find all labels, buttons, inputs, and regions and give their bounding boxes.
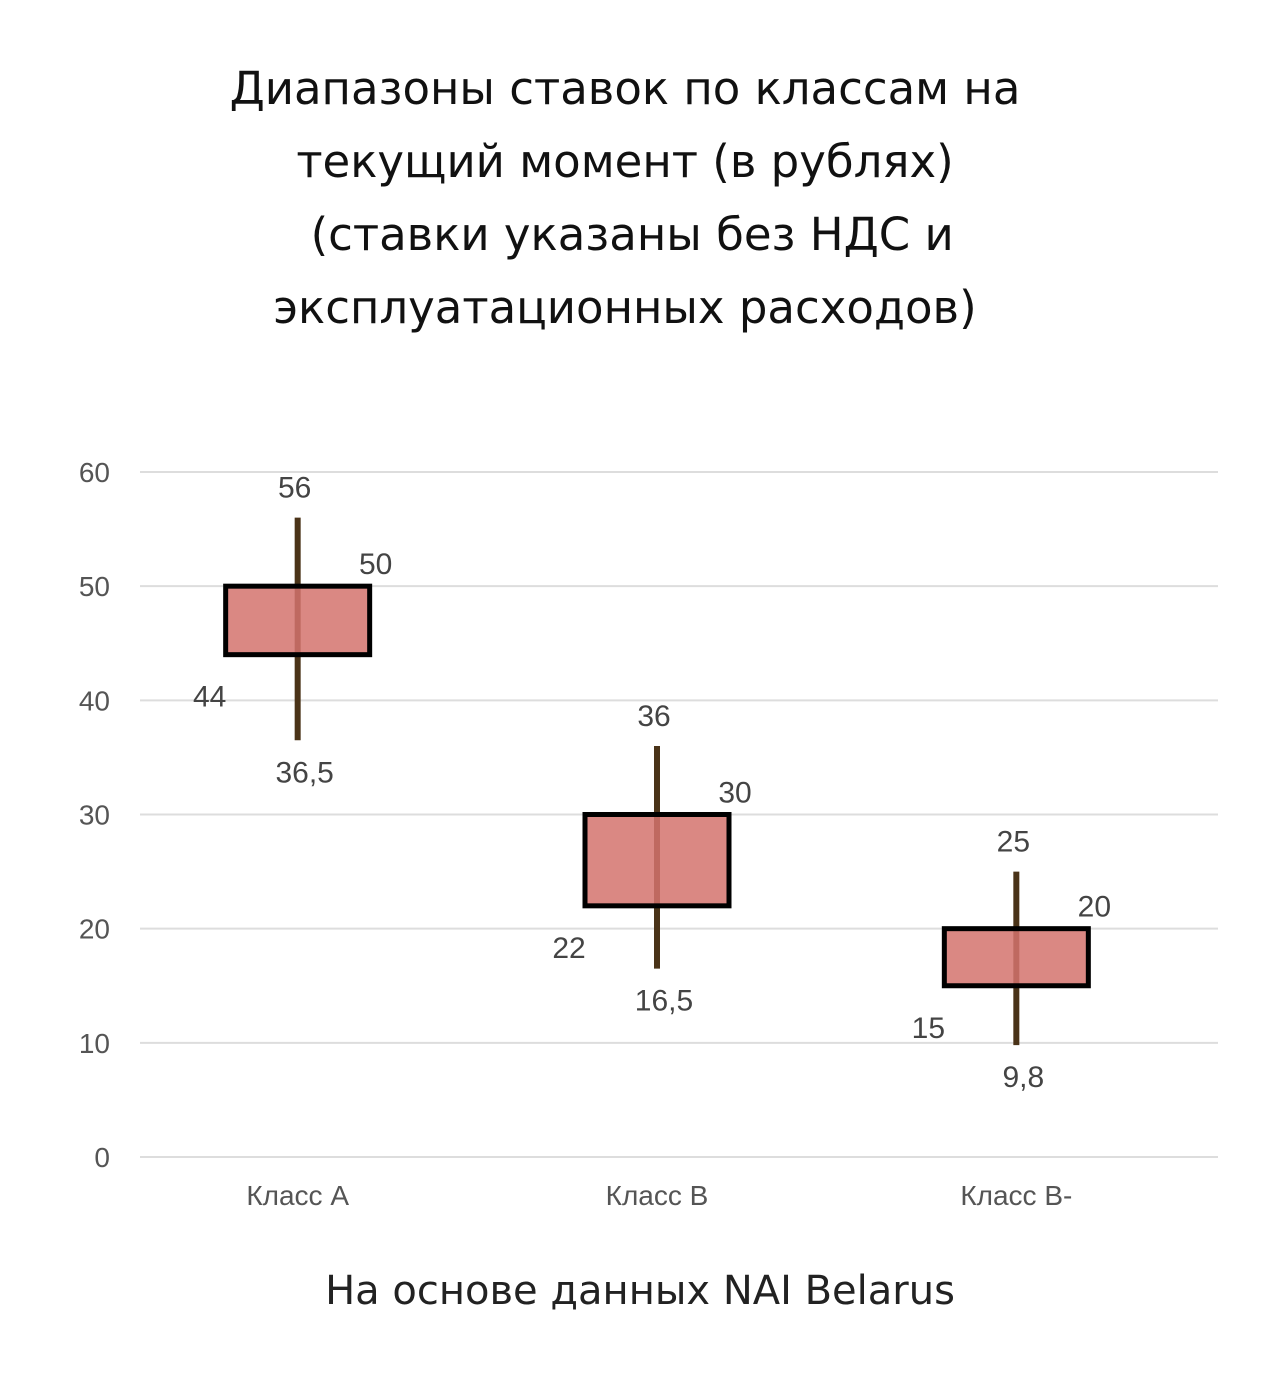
title-line: эксплуатационных расходов)	[273, 281, 977, 334]
candle-box	[223, 583, 373, 658]
x-tick-label: Класс B-	[960, 1180, 1072, 1211]
y-tick-label: 20	[79, 914, 110, 945]
data-label-open: 22	[552, 932, 585, 965]
chart-title: Диапазоны ставок по классам на текущий м…	[0, 52, 1250, 344]
data-label-low: 16,5	[635, 985, 693, 1018]
data-label-high: 56	[278, 472, 311, 505]
x-tick-label: Класс A	[246, 1180, 349, 1211]
title-line: (ставки указаны без НДС и	[296, 208, 954, 261]
candle-box	[941, 926, 1091, 989]
y-tick-label: 40	[79, 685, 110, 716]
chart-footer: На основе данных NAI Belarus	[325, 1268, 955, 1314]
data-label-open: 15	[912, 1012, 945, 1045]
title-line: Диапазоны ставок по классам на	[229, 62, 1021, 115]
y-tick-label: 30	[79, 800, 110, 831]
data-label-close: 20	[1078, 891, 1111, 924]
data-label-close: 50	[359, 548, 392, 581]
data-label-close: 30	[718, 777, 751, 810]
data-label-low: 9,8	[1002, 1061, 1044, 1094]
data-label-low: 36,5	[275, 756, 333, 789]
y-tick-label: 0	[94, 1142, 110, 1173]
y-tick-label: 50	[79, 571, 110, 602]
candle-box	[582, 812, 732, 909]
y-tick-label: 60	[79, 457, 110, 488]
data-label-high: 36	[637, 700, 670, 733]
data-label-high: 25	[997, 826, 1030, 859]
data-label-open: 44	[193, 681, 226, 714]
title-line: текущий момент (в рублях)	[296, 135, 954, 188]
y-tick-label: 10	[79, 1028, 110, 1059]
x-tick-label: Класс B	[606, 1180, 709, 1211]
